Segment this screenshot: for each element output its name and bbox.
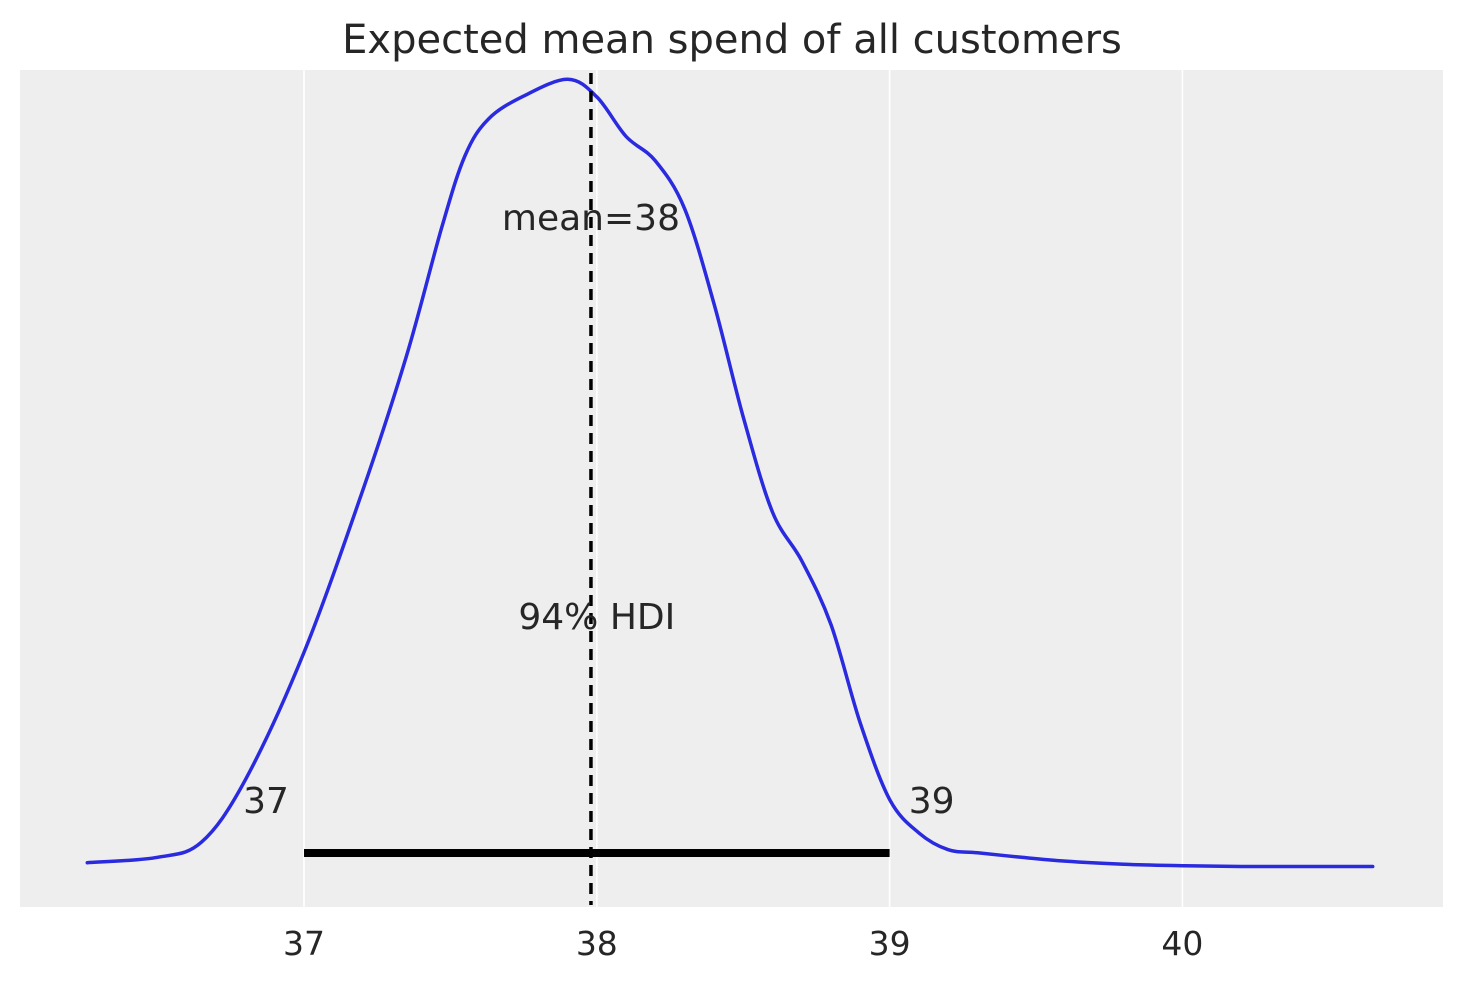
x-axis-ticks: 37 38 39 40 [283, 924, 1203, 963]
x-tick-label-39: 39 [869, 924, 911, 963]
plot-background [20, 70, 1443, 907]
grid-lines [303, 70, 1184, 907]
x-tick-label-38: 38 [576, 924, 618, 963]
x-tick-label-37: 37 [283, 924, 325, 963]
hdi-high-label: 39 [909, 781, 955, 822]
mean-label: mean=38 [502, 198, 680, 239]
x-tick-label-40: 40 [1161, 924, 1203, 963]
chart-title: Expected mean spend of all customers [342, 17, 1122, 63]
hdi-label: 94% HDI [518, 597, 675, 638]
density-curve [85, 77, 1375, 869]
hdi-low-label: 37 [243, 781, 289, 822]
